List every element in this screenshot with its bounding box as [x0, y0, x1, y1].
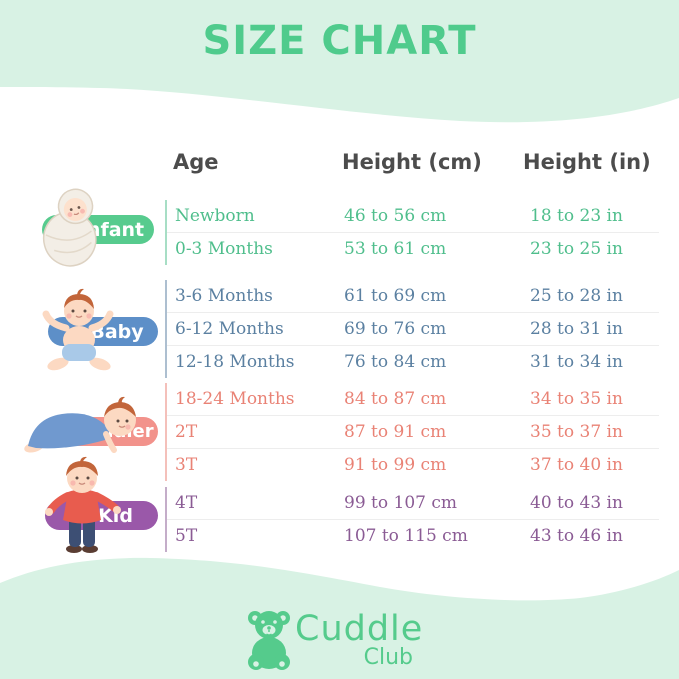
- teddy-bear-icon: [248, 611, 290, 670]
- height-cm-cell: 76 to 84 cm: [344, 352, 447, 372]
- height-in-cell: 43 to 46 in: [530, 526, 623, 546]
- height-cm-cell: 46 to 56 cm: [344, 206, 447, 226]
- height-in-cell: 37 to 40 in: [530, 455, 623, 475]
- height-cm-cell: 84 to 87 cm: [344, 389, 447, 409]
- age-cell: 3T: [175, 455, 198, 475]
- age-cell: 12-18 Months: [175, 352, 295, 372]
- height-in-cell: 31 to 34 in: [530, 352, 623, 372]
- age-cell: 2T: [175, 422, 198, 442]
- crawling-toddler-illustration: [24, 396, 136, 453]
- height-cm-cell: 99 to 107 cm: [344, 493, 457, 513]
- table-header-row: Age Height (cm) Height (in): [0, 150, 679, 180]
- height-cm-cell: 53 to 61 cm: [344, 239, 447, 259]
- height-in-cell: 28 to 31 in: [530, 319, 623, 339]
- height-cm-cell: 87 to 91 cm: [344, 422, 447, 442]
- height-in-cell: 23 to 25 in: [530, 239, 623, 259]
- table-row: 18-24 Months 84 to 87 cm 34 to 35 in: [167, 383, 659, 415]
- page-title: SIZE CHART: [202, 18, 477, 64]
- height-cm-cell: 61 to 69 cm: [344, 286, 447, 306]
- height-in-cell: 18 to 23 in: [530, 206, 623, 226]
- group-toddler-rows: 18-24 Months 84 to 87 cm 34 to 35 in 2T …: [165, 383, 659, 481]
- height-in-cell: 40 to 43 in: [530, 493, 623, 513]
- height-in-cell: 35 to 37 in: [530, 422, 623, 442]
- age-cell: 18-24 Months: [175, 389, 295, 409]
- brand-subname: Club: [363, 645, 413, 670]
- header-height-in: Height (in): [523, 150, 651, 174]
- height-cm-cell: 107 to 115 cm: [344, 526, 468, 546]
- height-in-cell: 25 to 28 in: [530, 286, 623, 306]
- table-row: 4T 99 to 107 cm 40 to 43 in: [167, 487, 659, 519]
- age-cell: 4T: [175, 493, 198, 513]
- group-baby-rows: 3-6 Months 61 to 69 cm 25 to 28 in 6-12 …: [165, 280, 659, 378]
- swaddled-infant-illustration: [42, 188, 97, 267]
- table-row: 6-12 Months 69 to 76 cm 28 to 31 in: [167, 312, 659, 345]
- header-age: Age: [173, 150, 219, 174]
- age-cell: 3-6 Months: [175, 286, 273, 306]
- table-row: 12-18 Months 76 to 84 cm 31 to 34 in: [167, 345, 659, 378]
- brand-name: Cuddle: [295, 609, 424, 649]
- height-cm-cell: 69 to 76 cm: [344, 319, 447, 339]
- height-in-cell: 34 to 35 in: [530, 389, 623, 409]
- age-cell: 6-12 Months: [175, 319, 284, 339]
- sitting-baby-illustration: [42, 288, 114, 371]
- top-wave-background: [0, 0, 679, 123]
- table-row: 5T 107 to 115 cm 43 to 46 in: [167, 519, 659, 552]
- age-cell: Newborn: [175, 206, 255, 226]
- table-row: 3T 91 to 99 cm 37 to 40 in: [167, 448, 659, 481]
- group-infant-rows: Newborn 46 to 56 cm 18 to 23 in 0-3 Mont…: [165, 200, 659, 265]
- header-height-cm: Height (cm): [342, 150, 482, 174]
- table-row: 3-6 Months 61 to 69 cm 25 to 28 in: [167, 280, 659, 312]
- height-cm-cell: 91 to 99 cm: [344, 455, 447, 475]
- age-cell: 0-3 Months: [175, 239, 273, 259]
- bottom-wave-background: [0, 557, 679, 679]
- standing-kid-illustration: [45, 456, 121, 553]
- age-cell: 5T: [175, 526, 198, 546]
- group-kid-rows: 4T 99 to 107 cm 40 to 43 in 5T 107 to 11…: [165, 487, 659, 552]
- table-row: 0-3 Months 53 to 61 cm 23 to 25 in: [167, 232, 659, 265]
- table-row: Newborn 46 to 56 cm 18 to 23 in: [167, 200, 659, 232]
- table-row: 2T 87 to 91 cm 35 to 37 in: [167, 415, 659, 448]
